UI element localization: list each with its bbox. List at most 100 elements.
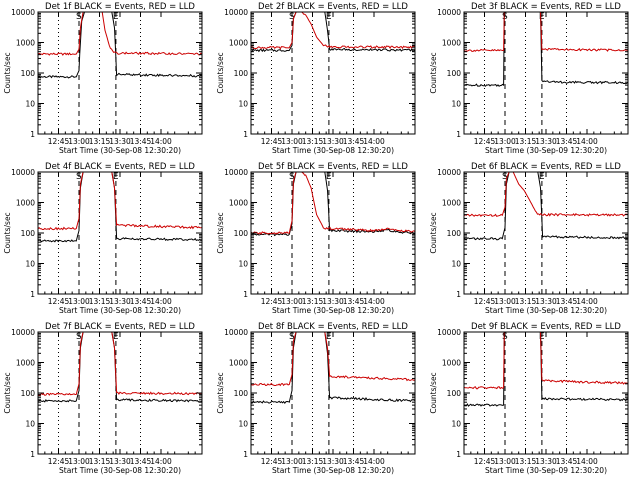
marker-label-E: E — [539, 12, 545, 22]
y-tick-label: 1 — [456, 130, 461, 139]
y-tick-label: 10000 — [224, 328, 248, 337]
series-line-events — [463, 171, 629, 241]
x-axis-label: Start Time (30-Sep-08 12:30:20) — [485, 306, 607, 315]
marker-label-E: E — [326, 172, 332, 182]
y-axis-label: Counts/sec — [3, 372, 12, 413]
y-tick-label: 1000 — [442, 199, 461, 208]
x-tick-label: 13:00 — [281, 457, 303, 466]
y-tick-label: 100 — [447, 69, 462, 78]
x-tick-label: 14:00 — [150, 457, 172, 466]
series-line-lld — [37, 331, 203, 396]
x-tick-label: 13:45 — [556, 297, 578, 306]
y-tick-label: 100 — [21, 389, 36, 398]
series-line-events — [38, 331, 203, 403]
x-axis-label: Start Time (30-Sep-08 12:30:20) — [272, 146, 394, 155]
x-axis-label: Start Time (30-Sep-08 12:30:20) — [59, 306, 181, 315]
y-tick-label: 10000 — [224, 168, 248, 177]
y-tick-label: 1 — [30, 130, 35, 139]
y-axis-label: Counts/sec — [216, 372, 225, 413]
chart-svg: Det 1f BLACK = Events, RED = LLDSE110100… — [3, 2, 203, 155]
y-tick-label: 1000 — [16, 359, 35, 368]
y-tick-label: 10000 — [11, 328, 35, 337]
y-axis-label: Counts/sec — [429, 372, 438, 413]
y-tick-label: 1 — [456, 450, 461, 459]
x-tick-label: 13:00 — [281, 137, 303, 146]
x-tick-label: 13:00 — [494, 137, 516, 146]
y-tick-label: 1000 — [442, 39, 461, 48]
x-tick-label: 13:45 — [556, 457, 578, 466]
x-tick-label: 13:15 — [515, 137, 537, 146]
x-tick-label: 13:45 — [130, 137, 152, 146]
y-tick-label: 10 — [25, 420, 35, 429]
x-axis-label: Start Time (30-Sep-09 12:30:20) — [485, 466, 607, 475]
x-tick-label: 13:30 — [322, 297, 344, 306]
chart-panel-7: Det 7f BLACK = Events, RED = LLDSE110100… — [0, 320, 213, 480]
x-tick-label: 12:45 — [261, 457, 283, 466]
chart-panel-1: Det 1f BLACK = Events, RED = LLDSE110100… — [0, 0, 213, 160]
y-tick-label: 10 — [25, 260, 35, 269]
x-tick-label: 13:15 — [515, 297, 537, 306]
x-tick-label: 13:00 — [494, 457, 516, 466]
y-tick-label: 10 — [451, 100, 461, 109]
x-tick-label: 12:45 — [474, 137, 496, 146]
chart-title: Det 6f BLACK = Events, RED = LLD — [471, 162, 621, 172]
series-line-events — [250, 331, 416, 405]
series-line-events — [250, 11, 416, 53]
y-tick-label: 10000 — [437, 328, 461, 337]
x-axis-label: Start Time (30-Sep-08 12:30:20) — [272, 466, 394, 475]
y-tick-label: 100 — [234, 389, 249, 398]
y-tick-label: 10 — [451, 260, 461, 269]
chart-svg: Det 4f BLACK = Events, RED = LLDSE110100… — [3, 162, 203, 315]
x-tick-label: 12:45 — [474, 457, 496, 466]
plot-frame — [463, 171, 629, 295]
y-tick-label: 1000 — [229, 39, 248, 48]
y-axis-label: Counts/sec — [216, 212, 225, 253]
chart-svg: Det 2f BLACK = Events, RED = LLDSE110100… — [216, 2, 416, 155]
x-tick-label: 13:00 — [281, 297, 303, 306]
chart-title: Det 3f BLACK = Events, RED = LLD — [471, 2, 621, 12]
y-tick-label: 100 — [21, 69, 36, 78]
y-tick-label: 100 — [234, 229, 249, 238]
y-tick-label: 10 — [238, 420, 248, 429]
series-line-events — [463, 331, 629, 407]
y-tick-label: 10000 — [11, 8, 35, 17]
x-tick-label: 13:45 — [556, 137, 578, 146]
x-tick-label: 13:30 — [322, 457, 344, 466]
y-tick-label: 10000 — [437, 168, 461, 177]
chart-title: Det 5f BLACK = Events, RED = LLD — [258, 162, 408, 172]
y-tick-label: 100 — [447, 389, 462, 398]
x-tick-label: 14:00 — [150, 137, 172, 146]
y-tick-label: 100 — [21, 229, 36, 238]
chart-panel-2: Det 2f BLACK = Events, RED = LLDSE110100… — [213, 0, 426, 160]
x-tick-label: 13:15 — [89, 457, 111, 466]
series-line-lld — [37, 11, 203, 56]
x-tick-label: 13:45 — [343, 297, 365, 306]
y-tick-label: 10000 — [224, 8, 248, 17]
chart-panel-3: Det 3f BLACK = Events, RED = LLDSE110100… — [426, 0, 639, 160]
y-tick-label: 10000 — [437, 8, 461, 17]
y-tick-label: 100 — [234, 69, 249, 78]
x-tick-label: 14:00 — [576, 137, 598, 146]
chart-title: Det 7f BLACK = Events, RED = LLD — [45, 322, 195, 332]
x-tick-label: 12:45 — [261, 137, 283, 146]
x-tick-label: 13:15 — [89, 137, 111, 146]
chart-svg: Det 8f BLACK = Events, RED = LLDSE110100… — [216, 322, 416, 475]
chart-svg: Det 3f BLACK = Events, RED = LLDSE110100… — [429, 2, 629, 155]
x-tick-label: 13:30 — [535, 297, 557, 306]
marker-label-E: E — [326, 332, 332, 342]
x-tick-label: 13:30 — [322, 137, 344, 146]
y-axis-label: Counts/sec — [429, 212, 438, 253]
y-tick-label: 10000 — [11, 168, 35, 177]
plot-frame — [463, 11, 629, 135]
x-tick-label: 13:45 — [130, 297, 152, 306]
x-tick-label: 13:30 — [535, 137, 557, 146]
x-tick-label: 12:45 — [474, 297, 496, 306]
chart-panel-9: Det 9f BLACK = Events, RED = LLDSE110100… — [426, 320, 639, 480]
x-tick-label: 13:30 — [535, 457, 557, 466]
y-axis-label: Counts/sec — [3, 212, 12, 253]
x-tick-label: 13:45 — [130, 457, 152, 466]
x-tick-label: 14:00 — [363, 297, 385, 306]
marker-label-E: E — [539, 332, 545, 342]
y-tick-label: 10 — [238, 100, 248, 109]
x-tick-label: 14:00 — [576, 457, 598, 466]
